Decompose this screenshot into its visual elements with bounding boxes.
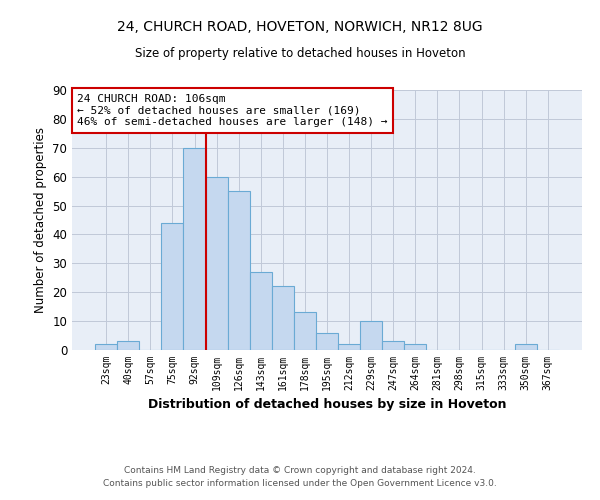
Bar: [316, 332, 338, 350]
Bar: [404, 344, 427, 350]
Bar: [250, 272, 272, 350]
Bar: [515, 344, 537, 350]
Bar: [184, 148, 206, 350]
Bar: [360, 321, 382, 350]
Bar: [117, 342, 139, 350]
Text: Size of property relative to detached houses in Hoveton: Size of property relative to detached ho…: [134, 48, 466, 60]
Text: 24 CHURCH ROAD: 106sqm
← 52% of detached houses are smaller (169)
46% of semi-de: 24 CHURCH ROAD: 106sqm ← 52% of detached…: [77, 94, 388, 127]
Bar: [294, 312, 316, 350]
Y-axis label: Number of detached properties: Number of detached properties: [34, 127, 47, 313]
Bar: [272, 286, 294, 350]
Bar: [95, 344, 117, 350]
Bar: [206, 176, 227, 350]
Bar: [161, 223, 184, 350]
Text: 24, CHURCH ROAD, HOVETON, NORWICH, NR12 8UG: 24, CHURCH ROAD, HOVETON, NORWICH, NR12 …: [117, 20, 483, 34]
Text: Contains HM Land Registry data © Crown copyright and database right 2024.
Contai: Contains HM Land Registry data © Crown c…: [103, 466, 497, 487]
Bar: [382, 342, 404, 350]
Bar: [227, 191, 250, 350]
X-axis label: Distribution of detached houses by size in Hoveton: Distribution of detached houses by size …: [148, 398, 506, 411]
Bar: [338, 344, 360, 350]
